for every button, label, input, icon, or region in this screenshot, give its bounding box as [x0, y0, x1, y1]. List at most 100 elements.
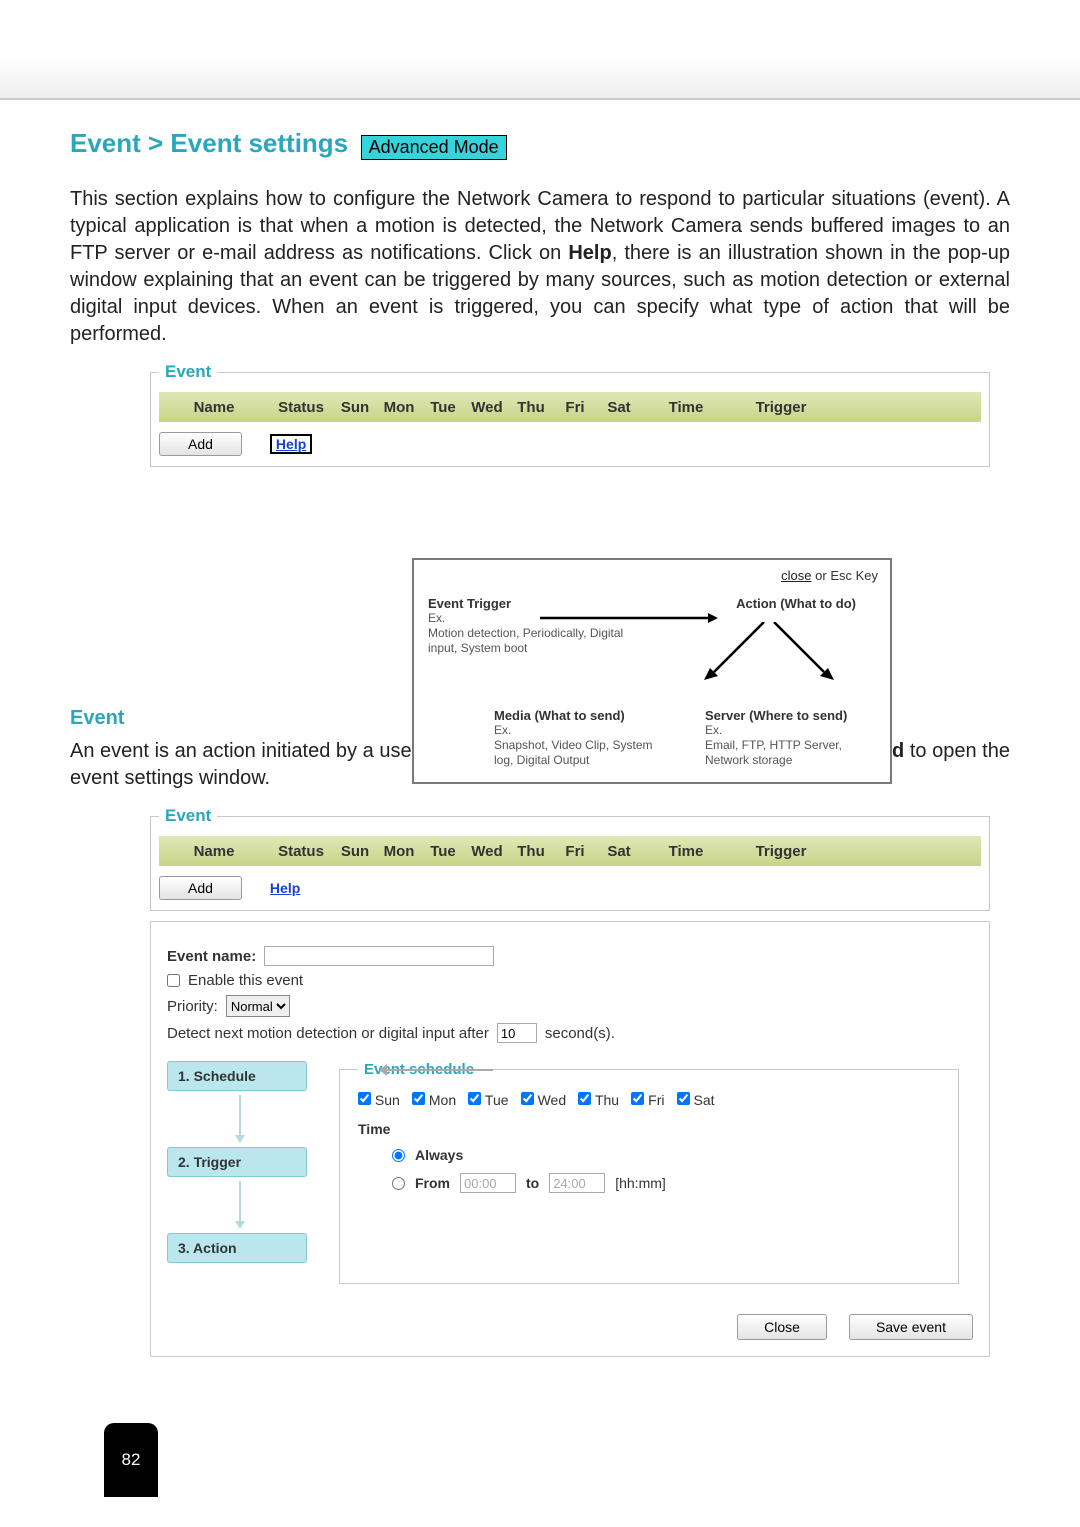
page-body: Event > Event settings Advanced Mode Thi… — [0, 100, 1080, 1357]
day-tue-label: Tue — [485, 1092, 509, 1108]
event-table-header-2: Name Status Sun Mon Tue Wed Thu Fri Sat … — [159, 836, 981, 866]
topbar — [0, 0, 1080, 100]
col-mon-2: Mon — [377, 843, 421, 860]
priority-select[interactable]: Normal — [226, 995, 290, 1017]
col-tue-2: Tue — [421, 843, 465, 860]
nav-schedule-label: 1. Schedule — [178, 1068, 256, 1084]
col-name: Name — [159, 399, 269, 416]
help-link-2[interactable]: Help — [270, 880, 300, 896]
nav-trigger[interactable]: 2. Trigger — [167, 1147, 307, 1177]
nav-gap-1 — [167, 1091, 317, 1147]
day-thu-label: Thu — [595, 1092, 619, 1108]
popup-close-link[interactable]: close — [781, 568, 811, 583]
col-name-2: Name — [159, 843, 269, 860]
media-examples: Snapshot, Video Clip, System log, Digita… — [494, 738, 665, 768]
col-fri: Fri — [553, 399, 597, 416]
arrow-fork — [704, 622, 884, 685]
page-number: 82 — [104, 1423, 158, 1497]
event-schedule-fieldset: Event schedule Sun Mon Tue Wed Thu Fri S… — [339, 1061, 959, 1284]
add-button[interactable]: Add — [159, 432, 242, 456]
event-panel-1: Event Name Status Sun Mon Tue Wed Thu Fr… — [150, 362, 990, 467]
day-wed-label: Wed — [538, 1092, 567, 1108]
ex-label-3: Ex. — [705, 723, 876, 738]
add-button-2[interactable]: Add — [159, 876, 242, 900]
media-label: Media (What to send) — [494, 708, 665, 723]
time-from-label: From — [415, 1175, 450, 1191]
time-from-radio[interactable] — [392, 1177, 405, 1190]
action-label: Action (What to do) — [736, 596, 856, 611]
col-trigger-2: Trigger — [731, 843, 831, 860]
nav-gap-2 — [167, 1177, 317, 1233]
ex-label-2: Ex. — [494, 723, 665, 738]
time-hhmm-label: [hh:mm] — [615, 1175, 666, 1191]
col-sat: Sat — [597, 399, 641, 416]
day-fri-label: Fri — [648, 1092, 664, 1108]
time-always-label: Always — [415, 1147, 463, 1163]
day-fri-checkbox[interactable] — [631, 1092, 644, 1105]
event-name-label: Event name: — [167, 948, 256, 965]
day-tue-checkbox[interactable] — [468, 1092, 481, 1105]
server-label: Server (Where to send) — [705, 708, 876, 723]
col-sun: Sun — [333, 399, 377, 416]
advanced-mode-badge: Advanced Mode — [361, 135, 507, 160]
settings-button-row: Close Save event — [167, 1314, 973, 1340]
col-thu-2: Thu — [509, 843, 553, 860]
time-always-radio[interactable] — [392, 1149, 405, 1162]
time-to-label: to — [526, 1175, 539, 1191]
help-popup: close or Esc Key Event Trigger Ex. Motio… — [412, 558, 892, 784]
event-panel-legend-2: Event — [159, 806, 217, 826]
col-fri-2: Fri — [553, 843, 597, 860]
event-name-input[interactable] — [264, 946, 494, 966]
col-time: Time — [641, 399, 731, 416]
server-examples: Email, FTP, HTTP Server, Network storage — [705, 738, 876, 768]
nav-schedule[interactable]: 1. Schedule — [167, 1061, 307, 1091]
intro-paragraph: This section explains how to configure t… — [70, 186, 1010, 348]
help-word: Help — [568, 242, 611, 264]
save-event-button[interactable]: Save event — [849, 1314, 973, 1340]
day-mon-checkbox[interactable] — [412, 1092, 425, 1105]
event-table-header: Name Status Sun Mon Tue Wed Thu Fri Sat … — [159, 392, 981, 422]
detect-label-a: Detect next motion detection or digital … — [167, 1025, 489, 1042]
col-wed-2: Wed — [465, 843, 509, 860]
close-button[interactable]: Close — [737, 1314, 827, 1340]
popup-close-rest: or Esc Key — [812, 568, 878, 583]
day-mon-label: Mon — [429, 1092, 456, 1108]
col-thu: Thu — [509, 399, 553, 416]
priority-label: Priority: — [167, 998, 218, 1015]
day-sat-checkbox[interactable] — [677, 1092, 690, 1105]
col-time-2: Time — [641, 843, 731, 860]
popup-close-row: close or Esc Key — [781, 568, 878, 583]
time-group-label: Time — [358, 1121, 940, 1137]
connector-line — [385, 1069, 493, 1071]
col-tue: Tue — [421, 399, 465, 416]
col-status: Status — [269, 399, 333, 416]
day-wed-checkbox[interactable] — [521, 1092, 534, 1105]
detect-interval-input[interactable] — [497, 1023, 537, 1043]
event-trigger-examples: Motion detection, Periodically, Digital … — [428, 626, 628, 656]
detect-label-b: second(s). — [545, 1025, 615, 1042]
event-trigger-label: Event Trigger — [428, 596, 628, 611]
time-from-input[interactable] — [460, 1173, 516, 1193]
event-panel-2: Event Name Status Sun Mon Tue Wed Thu Fr… — [150, 806, 990, 911]
col-wed: Wed — [465, 399, 509, 416]
event-panel-legend: Event — [159, 362, 217, 382]
day-sun-checkbox[interactable] — [358, 1092, 371, 1105]
help-link[interactable]: Help — [270, 434, 312, 454]
col-trigger: Trigger — [731, 399, 831, 416]
event-add-row-2: Add Help — [159, 876, 981, 900]
time-to-input[interactable] — [549, 1173, 605, 1193]
nav-trigger-label: 2. Trigger — [178, 1154, 241, 1170]
page-title-row: Event > Event settings Advanced Mode — [70, 128, 1010, 160]
day-thu-checkbox[interactable] — [578, 1092, 591, 1105]
arrow-1 — [540, 612, 720, 627]
nav-action-label: 3. Action — [178, 1240, 237, 1256]
event-settings-window: Event name: Enable this event Priority: … — [150, 921, 990, 1357]
nav-column: 1. Schedule 2. Trigger 3. Action — [167, 1061, 317, 1263]
page-title: Event > Event settings — [70, 128, 348, 158]
enable-event-label: Enable this event — [188, 972, 303, 989]
col-mon: Mon — [377, 399, 421, 416]
col-sat-2: Sat — [597, 843, 641, 860]
enable-event-checkbox[interactable] — [167, 974, 180, 987]
nav-action[interactable]: 3. Action — [167, 1233, 307, 1263]
col-status-2: Status — [269, 843, 333, 860]
